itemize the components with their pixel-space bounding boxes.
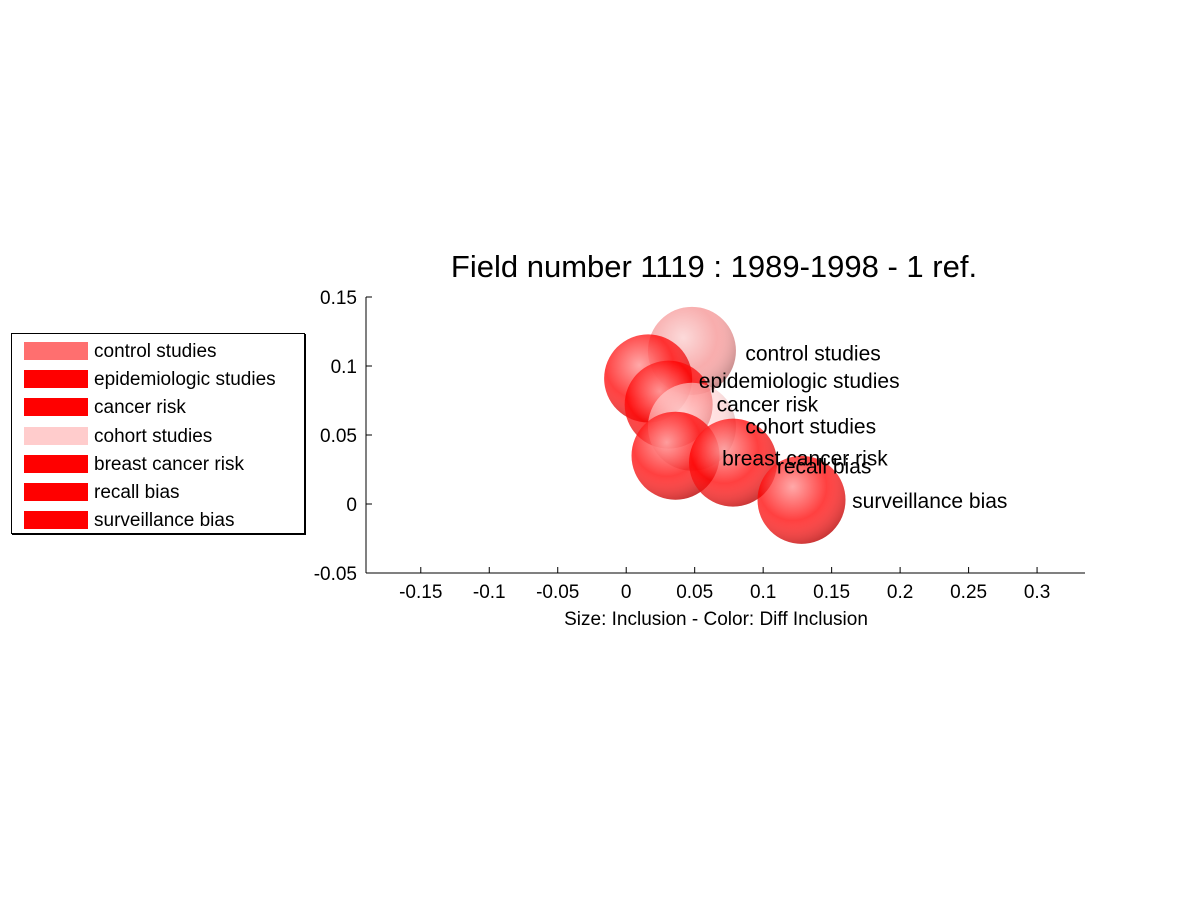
bubble-label-6: surveillance bias	[852, 490, 1007, 513]
y-tick-label-1: 0.1	[331, 357, 357, 378]
x-tick-label-7: 0.2	[887, 582, 913, 603]
bubble-6	[757, 455, 846, 544]
legend-item: breast cancer risk	[24, 453, 304, 475]
legend-label: recall bias	[94, 482, 180, 503]
legend-label: cohort studies	[94, 425, 213, 447]
bubble-label-1: epidemiologic studies	[699, 370, 900, 393]
y-tick-label-3: 0	[346, 495, 357, 516]
legend-swatch	[24, 454, 88, 473]
y-tick-label-4: -0.05	[314, 564, 357, 585]
x-axis-label: Size: Inclusion - Color: Diff Inclusion	[564, 609, 868, 630]
chart-title: Field number 1119 : 1989-1998 - 1 ref.	[451, 249, 977, 284]
x-tick-label-5: 0.1	[750, 582, 776, 603]
legend: control studies epidemiologic studies canc…	[11, 333, 305, 534]
legend-item: epidemiologic studies	[24, 370, 304, 390]
x-tick-label-8: 0.25	[950, 582, 987, 603]
bubble-label-5: recall bias	[777, 456, 872, 479]
x-tick-label-9: 0.3	[1024, 582, 1050, 603]
x-tick-label-2: -0.05	[536, 582, 579, 603]
legend-swatch	[24, 342, 88, 360]
legend-label: control studies	[94, 341, 217, 362]
legend-label: cancer risk	[94, 397, 186, 419]
legend-label: surveillance bias	[94, 510, 235, 532]
legend-swatch	[24, 370, 88, 389]
legend-item: recall bias	[24, 483, 304, 503]
x-tick-label-3: 0	[621, 582, 632, 603]
x-tick-label-1: -0.1	[473, 582, 506, 603]
legend-swatch	[24, 483, 88, 501]
bubble-label-4: breast cancer risk	[722, 447, 888, 470]
bubble-5	[689, 418, 778, 507]
x-tick-label-4: 0.05	[676, 582, 713, 603]
bubble-label-2: cancer risk	[717, 394, 819, 417]
legend-label: epidemiologic studies	[94, 369, 276, 391]
legend-swatch	[24, 511, 88, 530]
legend-swatch	[24, 426, 88, 445]
legend-item: control studies	[24, 342, 304, 362]
x-tick-label-0: -0.15	[399, 582, 442, 603]
legend-item: cancer risk	[24, 398, 304, 418]
bubble-shade	[689, 418, 778, 507]
x-tick-label-6: 0.15	[813, 582, 850, 603]
bubble-label-0: control studies	[745, 343, 880, 366]
bubble-label-3: cohort studies	[745, 416, 876, 439]
y-tick-label-0: 0.15	[320, 288, 357, 309]
legend-item: surveillance bias	[24, 511, 304, 531]
bubble-shade	[757, 455, 846, 544]
y-tick-label-2: 0.05	[320, 426, 357, 447]
legend-label: breast cancer risk	[94, 453, 244, 475]
legend-item: cohort studies	[24, 425, 304, 447]
legend-swatch	[24, 398, 88, 417]
